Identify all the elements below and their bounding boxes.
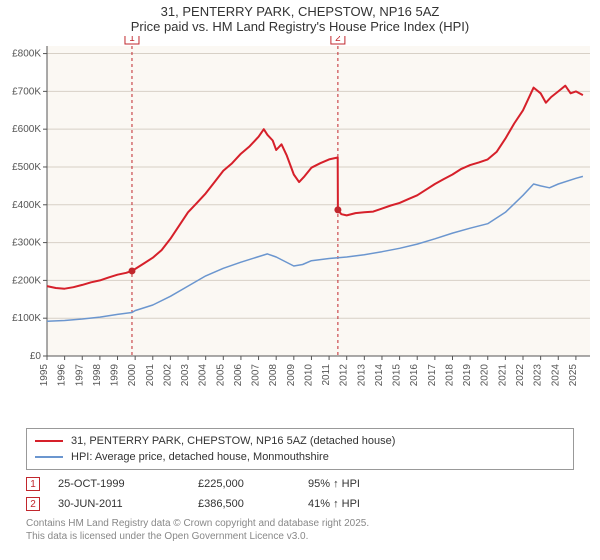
legend-label: 31, PENTERRY PARK, CHEPSTOW, NP16 5AZ (d… xyxy=(71,435,395,447)
svg-text:2022: 2022 xyxy=(515,364,526,387)
marker-badge: 1 xyxy=(26,477,40,491)
marker-row: 1 25-OCT-1999£225,00095% ↑ HPI xyxy=(26,474,574,494)
svg-text:2: 2 xyxy=(335,36,341,44)
svg-text:1: 1 xyxy=(129,36,135,44)
svg-text:2021: 2021 xyxy=(497,364,508,387)
svg-text:2023: 2023 xyxy=(533,364,544,387)
chart-container: £0 £100K £200K £300K £400K £500K £600K £700K £80… xyxy=(0,36,600,426)
svg-text:2004: 2004 xyxy=(198,364,209,387)
svg-text:£800K: £800K xyxy=(12,49,41,60)
svg-text:£700K: £700K xyxy=(12,86,41,97)
legend-label: HPI: Average price, detached house, Monm… xyxy=(71,451,329,463)
svg-text:2020: 2020 xyxy=(480,364,491,387)
svg-text:2013: 2013 xyxy=(356,364,367,387)
svg-text:2025: 2025 xyxy=(568,364,579,387)
svg-text:1997: 1997 xyxy=(74,364,85,387)
price-chart: £0 £100K £200K £300K £400K £500K £600K £700K £80… xyxy=(0,36,600,426)
svg-text:2011: 2011 xyxy=(321,364,332,386)
svg-text:£400K: £400K xyxy=(12,200,41,211)
svg-text:2006: 2006 xyxy=(233,364,244,387)
marker-date: 30-JUN-2011 xyxy=(58,498,198,510)
svg-text:2005: 2005 xyxy=(215,364,226,387)
marker-pct: 95% ↑ HPI xyxy=(308,478,360,490)
svg-text:£0: £0 xyxy=(30,351,42,362)
marker-date: 25-OCT-1999 xyxy=(58,478,198,490)
svg-text:2007: 2007 xyxy=(251,364,262,387)
title-line2: Price paid vs. HM Land Registry's House … xyxy=(0,19,600,34)
title-block: 31, PENTERRY PARK, CHEPSTOW, NP16 5AZ Pr… xyxy=(0,0,600,36)
title-line1: 31, PENTERRY PARK, CHEPSTOW, NP16 5AZ xyxy=(0,4,600,19)
svg-text:2012: 2012 xyxy=(339,364,350,387)
svg-text:2003: 2003 xyxy=(180,364,191,387)
svg-text:2016: 2016 xyxy=(409,364,420,387)
footer-line2: This data is licensed under the Open Gov… xyxy=(26,531,574,544)
svg-text:£200K: £200K xyxy=(12,275,41,286)
marker-table: 1 25-OCT-1999£225,00095% ↑ HPI 2 30-JUN-201… xyxy=(26,474,574,514)
footer-line1: Contains HM Land Registry data © Crown c… xyxy=(26,518,574,531)
svg-text:2019: 2019 xyxy=(462,364,473,387)
svg-text:2002: 2002 xyxy=(162,364,173,387)
svg-text:2017: 2017 xyxy=(427,364,438,387)
marker-row: 2 30-JUN-2011£386,50041% ↑ HPI xyxy=(26,494,574,514)
marker-pct: 41% ↑ HPI xyxy=(308,498,360,510)
svg-text:2009: 2009 xyxy=(286,364,297,387)
marker-price: £225,000 xyxy=(198,478,308,490)
marker-price: £386,500 xyxy=(198,498,308,510)
svg-text:2018: 2018 xyxy=(444,364,455,387)
svg-text:£300K: £300K xyxy=(12,238,41,249)
svg-text:1995: 1995 xyxy=(39,364,50,387)
footer-note: Contains HM Land Registry data © Crown c… xyxy=(26,518,574,543)
legend-swatch xyxy=(35,440,63,442)
svg-text:2001: 2001 xyxy=(145,364,156,387)
legend: 31, PENTERRY PARK, CHEPSTOW, NP16 5AZ (d… xyxy=(26,428,574,470)
svg-text:2014: 2014 xyxy=(374,364,385,387)
svg-text:2010: 2010 xyxy=(303,364,314,387)
marker-badge: 2 xyxy=(26,497,40,511)
legend-swatch xyxy=(35,456,63,458)
legend-row: 31, PENTERRY PARK, CHEPSTOW, NP16 5AZ (d… xyxy=(35,433,565,449)
svg-text:2008: 2008 xyxy=(268,364,279,387)
svg-text:1996: 1996 xyxy=(57,364,68,387)
svg-text:1998: 1998 xyxy=(92,364,103,387)
svg-text:1999: 1999 xyxy=(110,364,121,387)
svg-text:2015: 2015 xyxy=(392,364,403,387)
svg-text:£100K: £100K xyxy=(12,313,41,324)
svg-text:2024: 2024 xyxy=(550,364,561,387)
legend-row: HPI: Average price, detached house, Monm… xyxy=(35,449,565,465)
svg-text:£500K: £500K xyxy=(12,162,41,173)
svg-text:£600K: £600K xyxy=(12,124,41,135)
svg-text:2000: 2000 xyxy=(127,364,138,387)
